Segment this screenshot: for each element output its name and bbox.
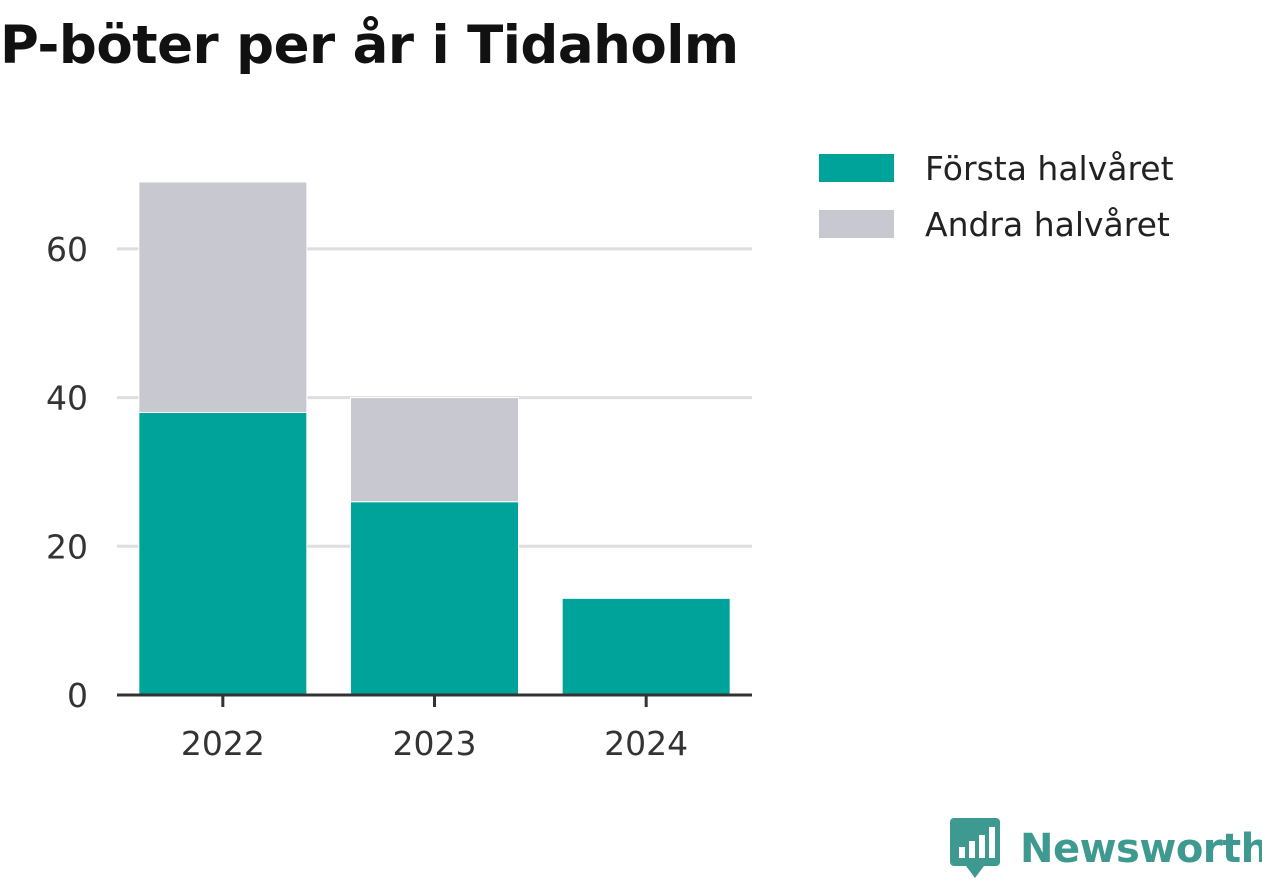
y-axis-tick-labels: 0 20 40 60 — [46, 230, 88, 715]
chart-legend: Första halvåret Andra halvåret — [819, 140, 1174, 252]
x-tick-label: 2023 — [393, 724, 477, 763]
y-tick-label: 20 — [46, 527, 88, 566]
x-tick-label: 2022 — [181, 724, 265, 763]
y-tick-label: 40 — [46, 379, 88, 418]
legend-item-andra-halvaret: Andra halvåret — [819, 196, 1174, 252]
x-tick-label: 2024 — [604, 724, 688, 763]
brand-name: Newsworthy — [1020, 826, 1262, 872]
legend-label: Andra halvåret — [925, 204, 1170, 244]
bar-2023-series-2 — [350, 397, 519, 503]
legend-item-forsta-halvaret: Första halvåret — [819, 140, 1174, 196]
x-axis — [117, 693, 752, 707]
chart-title: P-böter per år i Tidaholm — [0, 15, 739, 76]
legend-swatch-andra-halvaret — [819, 210, 894, 238]
legend-swatch-forsta-halvaret — [819, 154, 894, 182]
y-tick-label: 60 — [46, 230, 88, 269]
x-axis-tick-labels: 2022 2023 2024 — [181, 724, 688, 763]
y-tick-label: 0 — [67, 676, 88, 715]
newsworthy-logo-icon — [950, 818, 1000, 878]
newsworthy-branding: Newsworthy — [950, 818, 1262, 880]
bar-2022-series-2 — [138, 181, 308, 413]
bar-2023-series-1 — [350, 501, 519, 696]
bar-2022-series-1 — [138, 411, 308, 696]
legend-label: Första halvåret — [925, 148, 1174, 188]
bar-2024-series-1 — [561, 597, 731, 696]
bars — [138, 181, 731, 696]
